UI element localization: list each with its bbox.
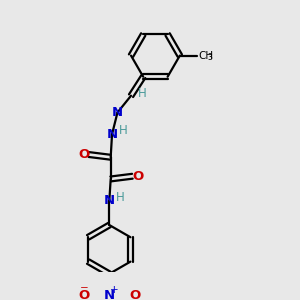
Text: 3: 3 (208, 53, 212, 62)
Text: H: H (138, 86, 147, 100)
Text: O: O (132, 170, 143, 183)
Text: H: H (116, 191, 125, 204)
Text: H: H (119, 124, 128, 137)
Text: N: N (104, 194, 115, 207)
Text: N: N (106, 128, 118, 141)
Text: −: − (80, 283, 88, 293)
Text: O: O (78, 289, 89, 300)
Text: +: + (110, 285, 118, 295)
Text: N: N (104, 289, 115, 300)
Text: CH: CH (199, 51, 214, 61)
Text: O: O (129, 289, 140, 300)
Text: N: N (112, 106, 123, 119)
Text: O: O (78, 148, 89, 161)
